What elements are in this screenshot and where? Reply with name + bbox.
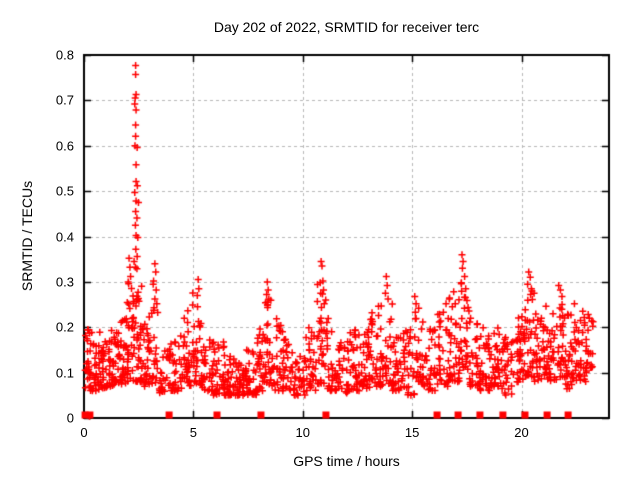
x-tick-label: 20 xyxy=(514,425,529,440)
y-tick-label: 0.3 xyxy=(55,274,74,290)
y-tick-label: 0.5 xyxy=(55,183,74,199)
y-tick-label: 0.7 xyxy=(55,92,74,108)
x-tick-label: 15 xyxy=(404,425,420,440)
y-tick-label: 0.4 xyxy=(55,229,74,244)
x-axis-label: GPS time / hours xyxy=(293,453,400,469)
y-tick-label: 0.8 xyxy=(55,47,74,63)
y-tick-label: 0.2 xyxy=(55,319,74,335)
y-tick-label: 0.1 xyxy=(55,365,74,381)
x-tick-label: 5 xyxy=(189,425,197,440)
y-tick-label: 0.6 xyxy=(55,138,74,154)
x-tick-label: 10 xyxy=(295,425,310,440)
y-axis-label: SRMTID / TECUs xyxy=(19,180,35,292)
chart-title: Day 202 of 2022, SRMTID for receiver ter… xyxy=(213,19,480,35)
y-tick-label: 0 xyxy=(66,410,74,426)
x-tick-label: 0 xyxy=(80,425,88,440)
